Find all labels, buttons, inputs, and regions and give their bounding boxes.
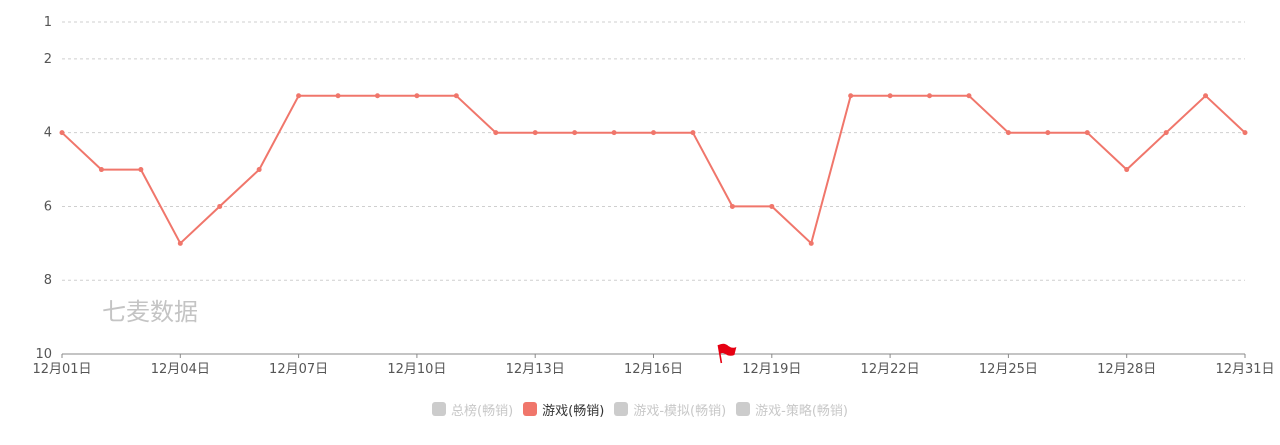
legend-item[interactable]: 游戏-模拟(畅销)	[614, 400, 726, 419]
data-point[interactable]	[296, 93, 302, 99]
data-point[interactable]	[98, 167, 104, 173]
x-tick-label: 12月25日	[979, 362, 1038, 377]
y-tick-label: 4	[44, 126, 52, 141]
legend-item[interactable]: 总榜(畅销)	[432, 400, 513, 419]
watermark: 七麦数据	[102, 298, 198, 326]
data-point[interactable]	[374, 93, 380, 99]
x-axis-ticks: 12月01日 12月04日 12月07日 12月10日 12月13日 12月16日 12月1…	[32, 354, 1275, 377]
legend-swatch	[432, 402, 446, 416]
data-point[interactable]	[532, 130, 538, 136]
data-point[interactable]	[1084, 130, 1090, 136]
legend-swatch	[523, 402, 538, 416]
x-tick-label: 12月16日	[624, 362, 683, 377]
legend-label: 游戏-模拟(畅销)	[633, 403, 727, 419]
data-point[interactable]	[453, 93, 459, 99]
data-point[interactable]	[651, 130, 656, 136]
data-point[interactable]	[927, 93, 933, 99]
data-point[interactable]	[335, 93, 341, 99]
y-tick-label: 1	[44, 15, 52, 30]
legend: 总榜(畅销) 游戏(畅销) 游戏-模拟(畅销) 游戏-策略(畅销)	[0, 398, 1280, 420]
data-point[interactable]	[611, 130, 617, 136]
data-point[interactable]	[1242, 130, 1248, 136]
x-tick-label: 12月28日	[1097, 362, 1156, 377]
data-point[interactable]	[1163, 130, 1169, 136]
data-point[interactable]	[138, 167, 144, 173]
x-tick-label: 12月13日	[506, 362, 565, 377]
data-point[interactable]	[1124, 167, 1130, 173]
data-point[interactable]	[808, 240, 814, 246]
y-tick-label: 6	[44, 199, 52, 214]
x-tick-label: 12月22日	[861, 362, 920, 377]
legend-swatch	[614, 402, 629, 416]
x-tick-label: 12月19日	[742, 362, 801, 377]
data-point[interactable]	[414, 93, 420, 99]
series-line	[61, 94, 1246, 245]
data-point[interactable]	[1203, 93, 1209, 99]
x-tick-label: 12月10日	[387, 362, 446, 377]
data-point[interactable]	[769, 203, 775, 209]
flag-marker[interactable]	[717, 343, 737, 364]
x-tick-label: 12月04日	[151, 362, 210, 377]
data-point[interactable]	[729, 203, 735, 209]
data-point[interactable]	[887, 93, 893, 99]
legend-swatch	[736, 402, 751, 416]
series-group	[59, 93, 1248, 246]
y-tick-label: 10	[35, 347, 52, 362]
data-point[interactable]	[572, 130, 578, 136]
y-tick-label: 8	[44, 273, 52, 288]
y-tick-label: 2	[44, 52, 52, 67]
legend-label: 总榜(畅销)	[451, 403, 514, 419]
data-point[interactable]	[1045, 130, 1051, 136]
legend-label: 游戏-策略(畅销)	[755, 403, 848, 419]
legend-item[interactable]: 游戏(畅销)	[523, 400, 604, 419]
data-point[interactable]	[256, 167, 262, 173]
x-tick-label: 12月31日	[1215, 362, 1274, 377]
data-point[interactable]	[848, 93, 854, 99]
grid-lines	[62, 21, 1245, 281]
x-tick-label: 12月01日	[32, 362, 91, 377]
data-point[interactable]	[966, 93, 972, 99]
data-point[interactable]	[217, 203, 223, 209]
data-point[interactable]	[59, 130, 65, 136]
data-point[interactable]	[690, 130, 696, 136]
flag-icon[interactable]	[718, 343, 737, 356]
data-point[interactable]	[493, 130, 499, 136]
y-axis-ticks: 1 2 4 6 8 10	[35, 15, 52, 362]
data-point[interactable]	[1005, 130, 1011, 136]
data-point[interactable]	[177, 240, 183, 246]
legend-label: 游戏(畅销)	[542, 403, 605, 419]
legend-item[interactable]: 游戏-策略(畅销)	[736, 400, 848, 419]
x-tick-label: 12月07日	[269, 362, 328, 377]
